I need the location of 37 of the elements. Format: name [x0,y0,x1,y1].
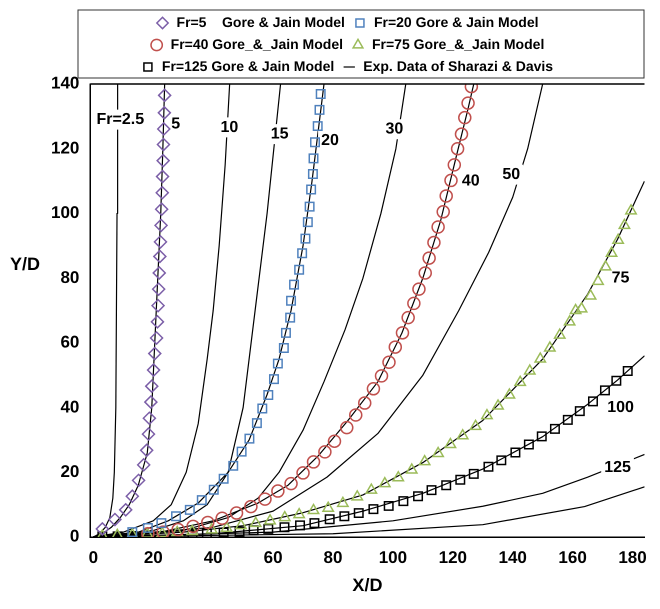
x-tick-label: 100 [378,548,408,567]
x-tick-label: 40 [204,548,223,567]
y-tick-label: 0 [70,526,80,546]
x-tick-label: 120 [438,548,467,567]
x-tick-label: 180 [618,548,647,567]
annotation: 20 [321,132,339,150]
legend-label: Fr=125 Gore & Jain Model [162,58,334,74]
x-axis-title: X/D [352,575,382,596]
x-tick-label: 160 [558,548,587,567]
annotation: 75 [612,270,630,287]
annotation: 40 [462,172,480,190]
legend-label: Fr=20 Gore & Jain Model [374,14,539,30]
legend-label: Fr=75 Gore_&_Jain Model [372,36,544,52]
x-tick-label: 140 [498,548,527,567]
legend-label: Fr=5 Gore & Jain Model [176,14,345,30]
x-tick-label: 80 [324,548,342,567]
x-tick-label: 60 [264,548,283,567]
y-tick-label: 100 [50,203,80,222]
annotation: 30 [385,120,404,138]
annotation: 125 [604,458,631,476]
y-tick-label: 40 [60,397,80,416]
y-axis-title: Y/D [10,254,40,274]
y-tick-label: 80 [60,268,80,287]
annotation: 50 [502,166,520,184]
y-tick-label: 20 [60,462,80,481]
y-tick-label: 140 [50,74,80,93]
y-tick-label: 60 [60,332,80,352]
y-tick-label: 120 [50,138,80,158]
legend-label: Exp. Data of Sharazi & Davis [363,58,554,74]
annotation: 10 [220,118,238,136]
legend-label: Fr=40 Gore_&_Jain Model [170,36,344,52]
annotation: Fr=2.5 [96,111,144,128]
annotation: 15 [270,126,289,143]
x-tick-label: 0 [88,548,98,567]
x-tick-label: 20 [144,548,163,567]
annotation: 5 [171,116,180,133]
annotation: 100 [607,398,634,416]
